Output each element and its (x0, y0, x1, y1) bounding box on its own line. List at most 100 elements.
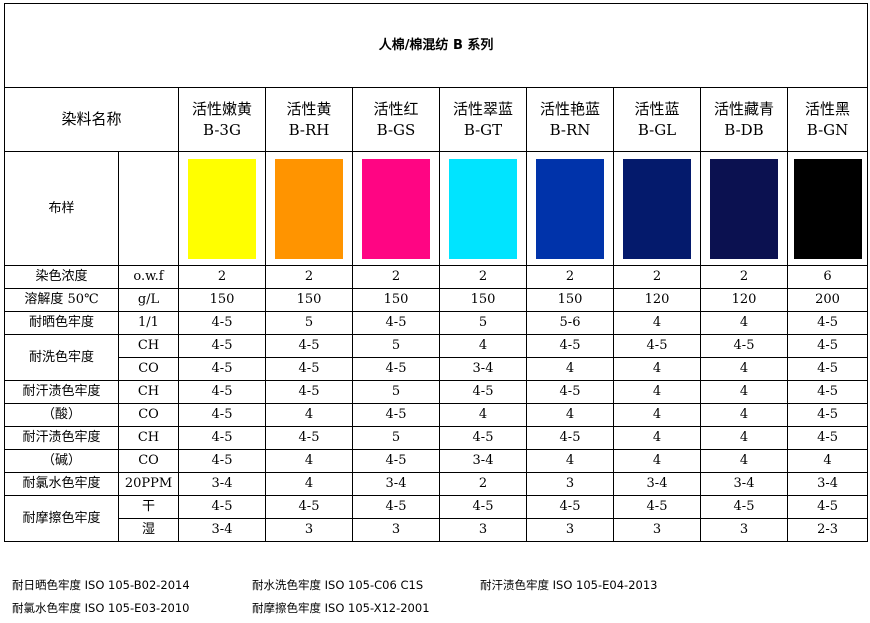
value-cell: 4-5 (526, 334, 614, 358)
color-swatch (623, 158, 691, 259)
dye-code: B-GN (806, 120, 849, 139)
value-cell: 5 (352, 426, 440, 450)
value-cell: 4-5 (178, 449, 266, 473)
value-cell: 4-5 (439, 380, 527, 404)
value-cell: 3 (439, 518, 527, 542)
swatch-cell (352, 151, 440, 266)
color-swatch (362, 158, 430, 259)
footnote-rubbing: 耐摩擦色牢度 ISO 105-X12-2001 (252, 601, 430, 615)
row-label: 耐晒色牢度 (4, 311, 119, 335)
dye-header: 活性黑 B-GN (786, 87, 869, 152)
value-cell: 4 (700, 380, 788, 404)
value-cell: 4-5 (178, 334, 266, 358)
value-cell: 120 (613, 288, 701, 312)
swatch-cell (178, 151, 266, 266)
value-cell: 4 (613, 426, 701, 450)
dye-name-header: 染料名称 (4, 87, 179, 152)
row-condition: g/L (118, 288, 179, 312)
value-cell: 3 (526, 472, 614, 496)
dye-name: 活性黑 (805, 99, 851, 118)
value-cell: 4 (700, 426, 788, 450)
footnote-light: 耐日晒色牢度 ISO 105-B02-2014 (12, 578, 190, 592)
swatch-cell (786, 151, 869, 266)
row-condition: CH (118, 334, 179, 358)
color-swatch (536, 158, 604, 259)
color-swatch (449, 158, 517, 259)
value-cell: 4 (700, 449, 788, 473)
row-condition: 湿 (118, 518, 179, 542)
value-cell: 150 (352, 288, 440, 312)
value-cell: 4-5 (265, 357, 353, 381)
fastness-table: 人棉/棉混纺 B 系列 染料名称 活性嫩黄 B-3G 活性黄 B-RH 活性红 B-GS 活… (3, 3, 869, 542)
value-cell: 4-5 (700, 334, 788, 358)
row-label: 染色浓度 (4, 265, 119, 289)
value-cell: 4-5 (786, 334, 869, 358)
row-label: 耐氯水色牢度 (4, 472, 119, 496)
value-cell: 4-5 (352, 311, 440, 335)
value-cell: 5 (265, 311, 353, 335)
value-cell: 4 (526, 403, 614, 427)
value-cell: 4-5 (178, 380, 266, 404)
value-cell: 4 (613, 380, 701, 404)
value-cell: 4-5 (613, 334, 701, 358)
row-condition: o.w.f (118, 265, 179, 289)
dye-code: B-GL (637, 120, 677, 139)
dye-header: 活性翠蓝 B-GT (439, 87, 527, 152)
dye-header: 活性艳蓝 B-RN (526, 87, 614, 152)
value-cell: 2 (439, 472, 527, 496)
value-cell: 4 (700, 403, 788, 427)
row-label: 耐洗色牢度 (4, 334, 119, 381)
value-cell: 2 (439, 265, 527, 289)
value-cell: 4 (439, 403, 527, 427)
value-cell: 4 (265, 449, 353, 473)
value-cell: 4-5 (526, 495, 614, 519)
value-cell: 200 (786, 288, 869, 312)
dye-header: 活性蓝 B-GL (613, 87, 701, 152)
footnote-chlorine: 耐氯水色牢度 ISO 105-E03-2010 (12, 601, 190, 615)
value-cell: 3-4 (352, 472, 440, 496)
value-cell: 4-5 (526, 380, 614, 404)
value-cell: 4-5 (786, 495, 869, 519)
row-condition: CH (118, 380, 179, 404)
row-condition: 1/1 (118, 311, 179, 335)
table-row: （酸） CO 4-5 4 4-5 4 4 4 4 4-5 (4, 403, 869, 427)
value-cell: 3 (613, 518, 701, 542)
value-cell: 4 (700, 357, 788, 381)
dye-header: 活性红 B-GS (352, 87, 440, 152)
value-cell: 4-5 (178, 311, 266, 335)
value-cell: 4-5 (178, 426, 266, 450)
value-cell: 120 (700, 288, 788, 312)
value-cell: 4 (439, 334, 527, 358)
row-condition: CO (118, 449, 179, 473)
table-row: 耐晒色牢度 1/1 4-5 5 4-5 5 5-6 4 4 4-5 (4, 311, 869, 335)
dye-header: 活性藏青 B-DB (700, 87, 788, 152)
table-row: 耐摩擦色牢度干 4-5 4-5 4-5 4-5 4-5 4-5 4-5 4-5 (4, 495, 869, 542)
sample-sub-cell (118, 151, 179, 266)
value-cell: 4 (700, 311, 788, 335)
color-swatch (793, 158, 862, 259)
value-cell: 4-5 (786, 357, 869, 381)
dye-header: 活性黄 B-RH (265, 87, 353, 152)
row-condition: CH (118, 426, 179, 450)
footnote-wash: 耐水洗色牢度 ISO 105-C06 C1S (252, 578, 424, 592)
value-cell: 4-5 (613, 495, 701, 519)
value-cell: 4-5 (352, 495, 440, 519)
value-cell: 4-5 (265, 334, 353, 358)
value-cell: 2 (700, 265, 788, 289)
value-cell: 4 (265, 403, 353, 427)
dye-name: 活性艳蓝 (539, 99, 600, 118)
color-swatch (188, 158, 256, 259)
value-cell: 2 (613, 265, 701, 289)
sample-label: 布样 (4, 151, 119, 266)
value-cell: 4-5 (352, 357, 440, 381)
value-cell: 3-4 (786, 472, 869, 496)
dye-name: 活性藏青 (713, 99, 774, 118)
value-cell: 4-5 (352, 449, 440, 473)
dye-name: 活性黄 (286, 99, 332, 118)
value-cell: 2 (265, 265, 353, 289)
value-cell: 4-5 (786, 380, 869, 404)
value-cell: 4 (786, 449, 869, 473)
dye-code: B-RN (549, 120, 591, 139)
footnote-perspiration: 耐汗渍色牢度 ISO 105-E04-2013 (480, 578, 658, 592)
dye-name: 活性嫩黄 (191, 99, 252, 118)
